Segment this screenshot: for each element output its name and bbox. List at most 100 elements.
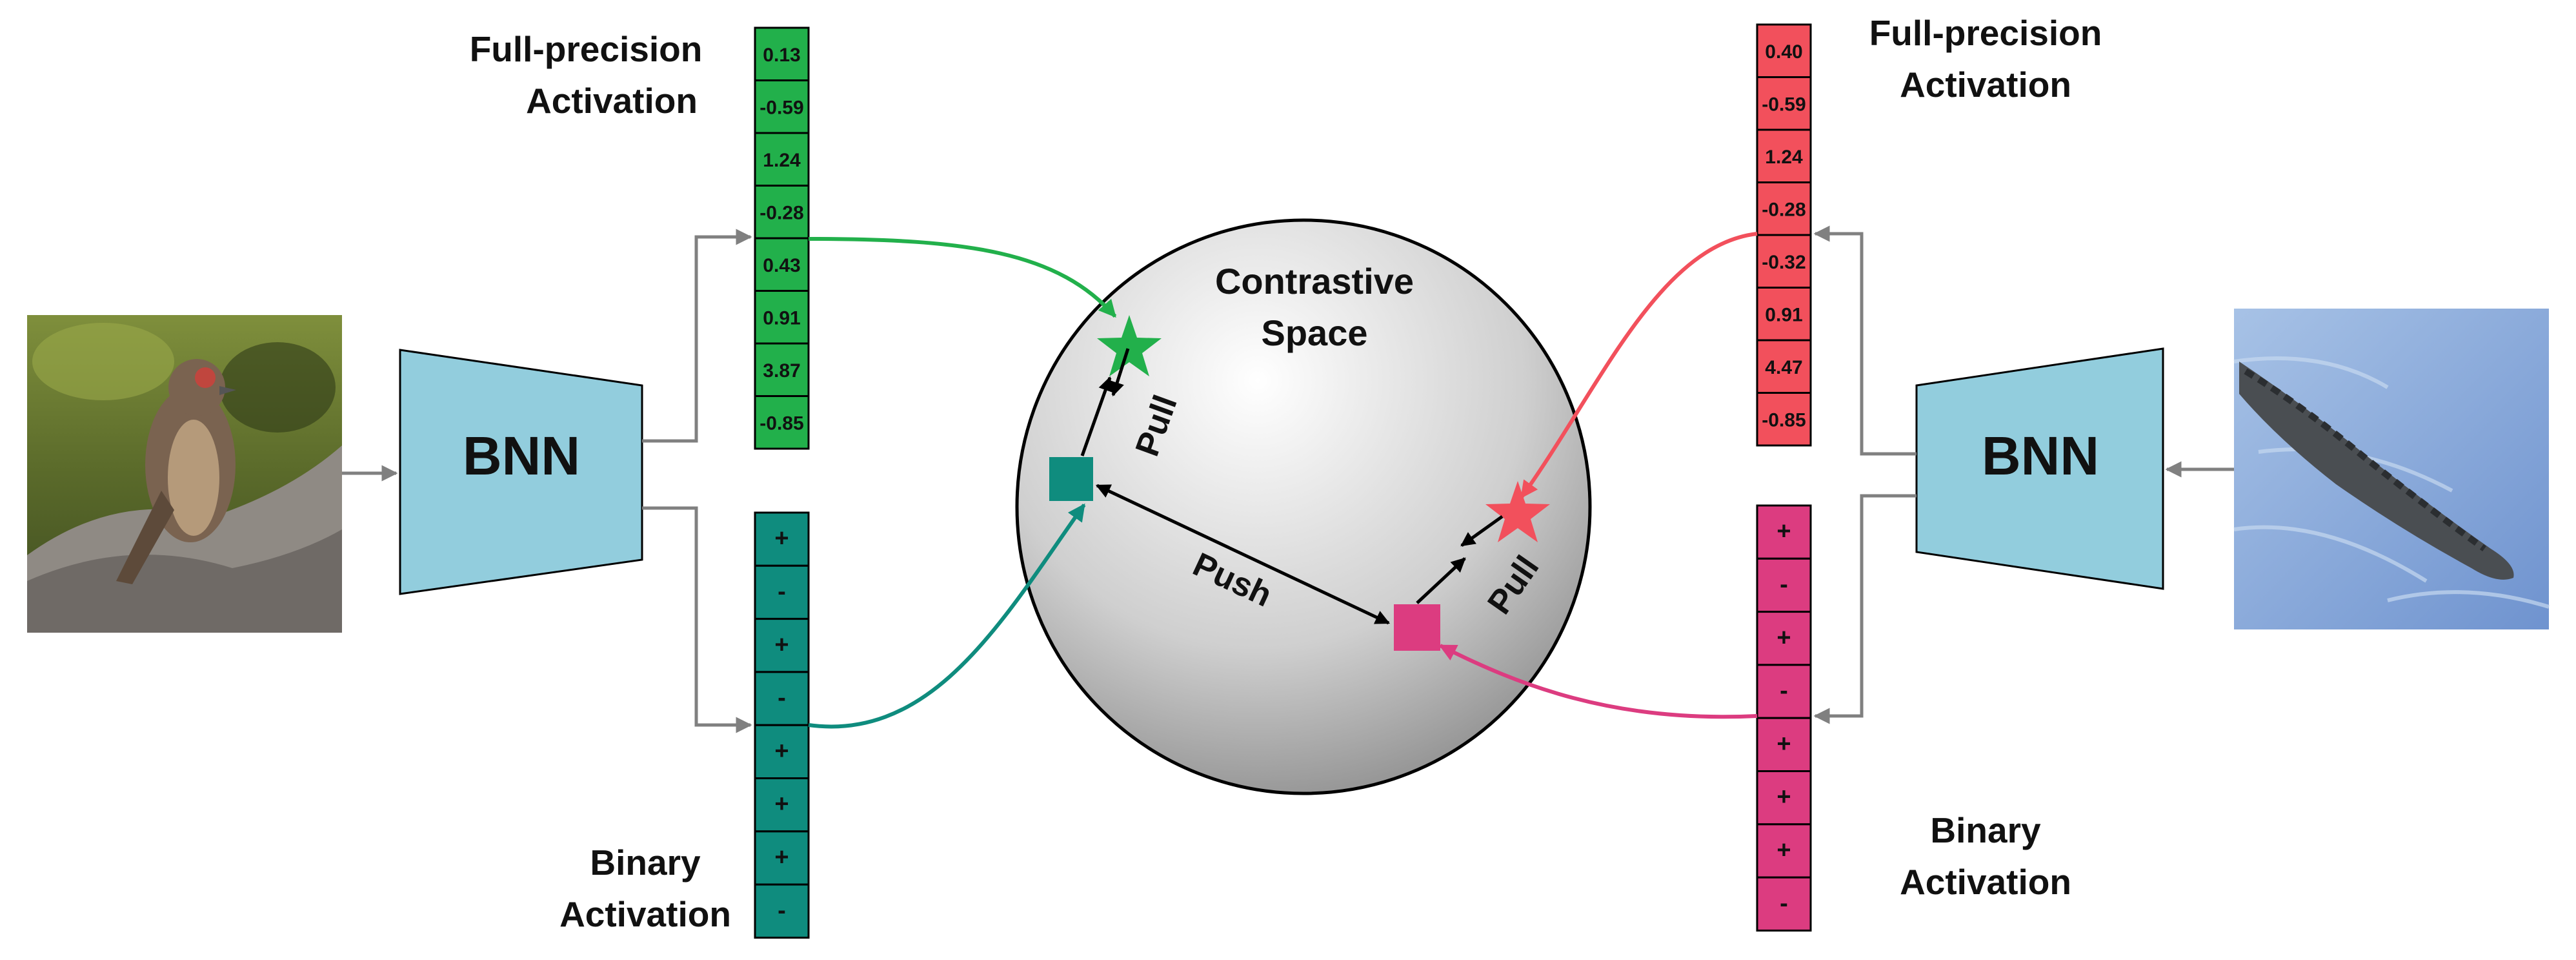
left-binary-cell [754,671,810,726]
right-fp-activation-vector: 0.40 -0.59 1.24 -0.28 -0.32 0.91 4.47 -0.85 [1756,23,1812,447]
right-fp-value: 0.40 [1765,41,1802,63]
right-binary-cell [1756,717,1812,772]
left-binary-cell [754,511,810,567]
right-fp-value: 0.91 [1765,304,1802,325]
left-binary-value: + [774,844,789,871]
alligator-photo [2233,309,2550,629]
left-bnn-label: BNN [463,425,580,486]
svg-text:Activation: Activation [1900,65,2071,105]
right-binary-value: + [1776,837,1791,864]
right-binary-value: - [1780,677,1788,704]
left-fp-value: -0.28 [760,202,803,223]
svg-text:Binary: Binary [1930,810,2041,850]
svg-text:Full-precision: Full-precision [470,29,703,69]
arrow-left-bnn-to-binary [642,506,752,733]
right-binary-value: + [1776,624,1791,651]
bird-photo [27,315,342,633]
right-binary-value: - [1780,890,1788,917]
left-fp-value: 3.87 [763,360,800,382]
projection-curves [808,232,1758,729]
svg-text:Space: Space [1262,312,1368,353]
left-fp-activation-vector: 0.13 -0.59 1.24 -0.28 0.43 0.91 3.87 -0.85 [754,26,810,450]
right-pull-arrow-up [1416,557,1466,604]
arrow-right-bnn-to-fp [1813,225,1917,456]
right-fp-cell [1756,128,1812,183]
green-curve [808,237,1117,318]
left-pull-arrow-up [1080,376,1112,456]
left-fp-cell [754,342,810,397]
left-bnn-block: BNN [399,349,643,595]
arrow-right-bnn-to-binary [1813,494,1917,724]
right-fp-value: -0.85 [1762,409,1806,431]
left-fp-cell [754,395,810,450]
left-binary-cell [754,564,810,620]
left-fp-cell [754,237,810,292]
right-fp-value: 4.47 [1765,357,1802,378]
right-binary-value: + [1776,518,1791,545]
left-fp-cell [754,132,810,187]
red-curve [1520,232,1758,499]
pink-curve [1438,644,1758,719]
left-fp-cell [754,79,810,134]
left-binary-value: - [778,897,786,924]
left-fp-star [1097,315,1162,376]
right-fp-value: -0.32 [1762,252,1806,273]
push-arrow [1095,484,1391,625]
gray-connectors [342,225,2234,733]
left-fp-value: 0.43 [763,255,800,276]
left-binary-value: + [774,791,789,818]
left-fp-title: Full-precision Activation [470,29,703,121]
right-fp-cell [1756,392,1812,447]
right-binary-cell [1756,770,1812,826]
left-binary-cell [754,618,810,673]
teal-curve [808,503,1086,729]
left-binary-value: + [774,737,789,764]
force-arrows [1080,348,1504,625]
right-binary-value: + [1776,784,1791,811]
left-binary-title: Binary Activation [559,843,731,934]
right-fp-star [1485,481,1550,542]
right-fp-cell [1756,181,1812,236]
svg-text:Full-precision: Full-precision [1869,13,2102,53]
left-fp-value: -0.85 [760,413,803,434]
svg-text:Activation: Activation [526,81,698,121]
left-binary-value: + [774,631,789,659]
left-binary-value: - [778,684,786,711]
left-fp-value: 1.24 [763,150,801,171]
left-fp-value: 0.13 [763,45,800,66]
left-binary-cell [754,724,810,779]
svg-text:Binary: Binary [590,843,701,883]
arrow-left-bnn-to-fp [642,229,752,443]
left-binary-cell [754,830,810,886]
right-fp-cell [1756,76,1812,131]
left-binary-square [1049,457,1093,501]
right-fp-value: 1.24 [1765,147,1803,168]
right-binary-cell [1756,664,1812,719]
left-binary-cell [754,777,810,833]
left-binary-value: - [778,578,786,605]
right-bnn-label: BNN [1982,425,2099,486]
svg-text:Activation: Activation [559,894,731,934]
left-fp-value: -0.59 [760,97,803,118]
right-fp-cell [1756,234,1812,289]
svg-text:Activation: Activation [1900,862,2071,902]
left-binary-value: + [774,525,789,552]
right-fp-title: Full-precision Activation [1869,13,2102,105]
right-binary-cell [1756,876,1812,932]
left-binary-cell [754,883,810,939]
right-binary-title: Binary Activation [1900,810,2071,902]
right-fp-value: -0.59 [1762,94,1806,115]
right-fp-cell [1756,287,1812,342]
right-binary-square [1394,604,1440,651]
left-binary-activation-vector: + - + - + + + - [754,511,810,939]
contrastive-space-title: Contrastive [1215,261,1414,301]
right-fp-value: -0.28 [1762,199,1806,220]
right-fp-cell [1756,23,1812,78]
left-pull-arrow-down [1110,348,1130,397]
right-bnn-block: BNN [1915,347,2164,590]
left-fp-value: 0.91 [763,307,800,329]
right-binary-cell [1756,504,1812,560]
left-fp-cell [754,185,810,240]
right-binary-cell [1756,611,1812,666]
right-binary-activation-vector: + - + - + + + - [1756,504,1812,932]
